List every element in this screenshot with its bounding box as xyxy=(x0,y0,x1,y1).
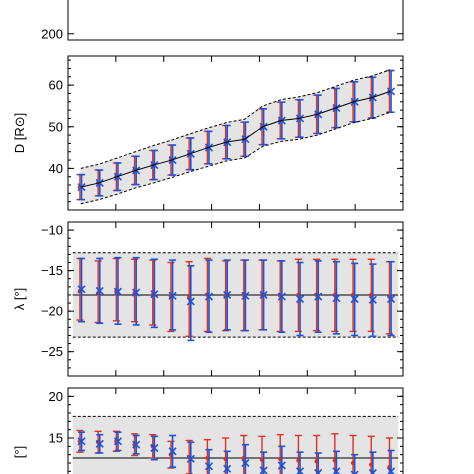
band-dashed-line xyxy=(80,111,391,205)
data-point-x xyxy=(223,290,232,300)
confidence-band xyxy=(72,416,399,474)
ytick-label: 10 xyxy=(49,472,63,474)
data-point-x xyxy=(386,294,396,304)
data-point-x xyxy=(113,287,123,296)
data-point-x xyxy=(259,290,268,300)
panel-bottom-yticks: 10 15 20 xyxy=(49,387,403,474)
data-point-x xyxy=(204,462,214,471)
ytick-label: 15 xyxy=(49,431,63,446)
data-point-x xyxy=(277,461,286,470)
panel-lambda-ylabel: λ [°] xyxy=(12,288,27,311)
ytick-label: −15 xyxy=(41,263,63,278)
data-point-x xyxy=(186,454,195,463)
data-point-x xyxy=(241,291,250,300)
panel-distance-marks xyxy=(76,69,396,205)
panel-bottom: 10 15 20 [°] xyxy=(12,387,404,474)
data-point-x xyxy=(77,285,86,294)
ytick-label: 20 xyxy=(49,389,63,404)
data-point-x xyxy=(150,290,159,299)
ytick-label: 200 xyxy=(41,26,63,41)
fit-line xyxy=(80,90,391,188)
data-point-x xyxy=(113,437,123,446)
panel-top: 200 xyxy=(41,0,404,41)
data-point-x xyxy=(295,294,305,304)
data-point-x xyxy=(168,291,177,300)
data-point-x xyxy=(241,458,250,468)
data-point-x xyxy=(204,292,214,301)
data-point-x xyxy=(316,468,323,474)
ytick-label: 50 xyxy=(49,119,63,134)
data-point-x xyxy=(370,468,377,474)
data-point-x xyxy=(186,297,195,306)
data-point-x xyxy=(95,439,104,448)
panel-distance: 40 50 60 D [R⊙] xyxy=(12,55,404,211)
panel-distance-ylabel: D [R⊙] xyxy=(12,113,27,154)
data-point-x xyxy=(350,294,359,304)
data-point-x xyxy=(350,470,356,474)
ytick-label: −20 xyxy=(41,304,63,319)
band-dashed-line xyxy=(80,69,391,169)
ytick-label: 60 xyxy=(49,78,63,93)
panel-bottom-marks xyxy=(76,429,396,474)
confidence-band xyxy=(80,69,391,204)
panel-lambda-marks xyxy=(76,256,396,342)
panel-distance-xticks xyxy=(115,56,356,210)
panel-distance-band xyxy=(80,69,391,204)
data-point-x xyxy=(259,466,268,474)
ytick-label: −10 xyxy=(41,223,63,238)
data-point-x xyxy=(132,440,141,449)
data-point-x xyxy=(314,292,323,301)
data-point-x xyxy=(132,288,141,297)
data-point-x xyxy=(150,443,159,453)
ytick-label: 40 xyxy=(49,161,63,176)
data-point-x xyxy=(354,470,359,474)
data-point-x xyxy=(168,447,177,456)
panel-lambda-xticks xyxy=(115,222,356,376)
data-point-x xyxy=(332,294,341,303)
panel-bottom-band xyxy=(72,415,399,474)
panel-distance-yticks: 40 50 60 xyxy=(49,59,403,211)
panel-bottom-ylabel: [°] xyxy=(12,446,27,458)
data-point-x xyxy=(277,292,286,301)
panel-distance-frame xyxy=(67,55,404,211)
data-point-x xyxy=(368,295,377,304)
ytick-label: −25 xyxy=(41,344,63,359)
panel-top-yticks: 200 xyxy=(41,26,403,41)
panel-top-frame xyxy=(67,0,404,41)
data-point-x xyxy=(95,286,104,295)
data-point-x xyxy=(223,464,232,473)
panel-lambda: −10 −15 −20 −25 λ [°] xyxy=(12,221,404,377)
panel-lambda-yticks: −10 −15 −20 −25 xyxy=(41,221,403,377)
data-point-x xyxy=(386,87,396,96)
panel-lambda-frame xyxy=(67,221,404,377)
panel-bottom-xticks xyxy=(115,388,356,394)
panel-lambda-band xyxy=(72,252,399,338)
data-point-x xyxy=(77,437,86,446)
